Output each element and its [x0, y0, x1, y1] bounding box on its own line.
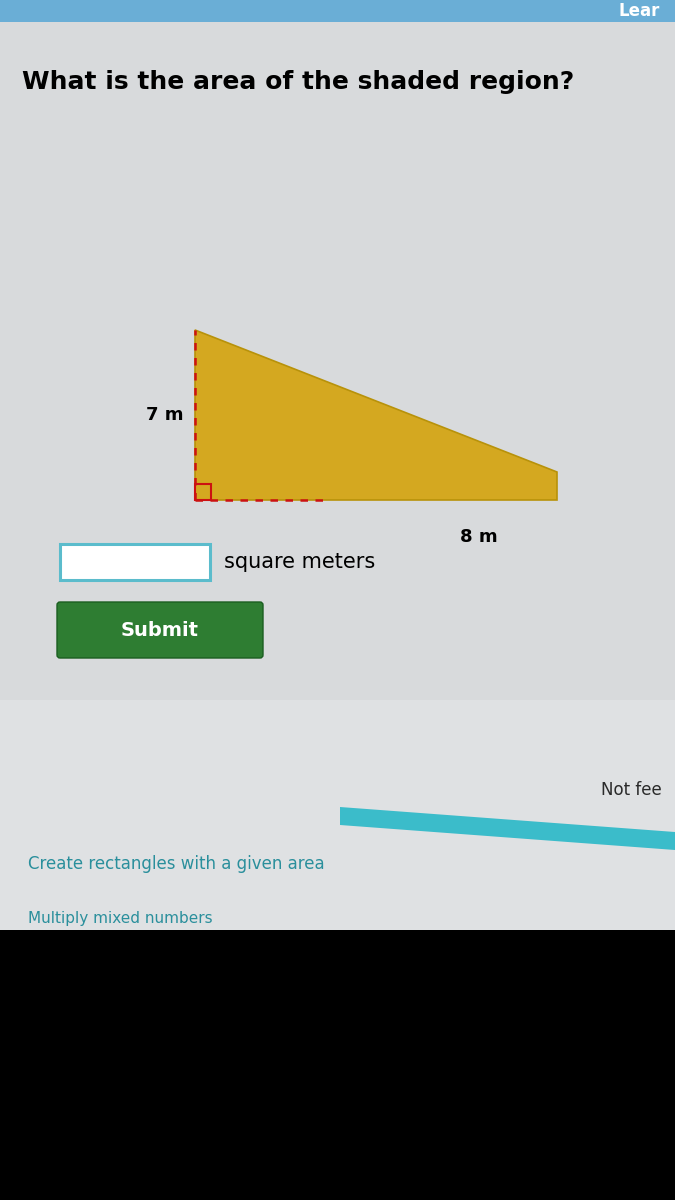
- Bar: [0, 930, 675, 1200]
- Bar: [195, 484, 211, 500]
- Bar: [0, 700, 675, 930]
- Bar: [0, 0, 675, 700]
- FancyBboxPatch shape: [57, 602, 263, 658]
- Bar: [60, 544, 210, 580]
- Text: Not fee: Not fee: [601, 781, 662, 799]
- Text: Lear: Lear: [618, 2, 660, 20]
- Text: 7 m: 7 m: [146, 406, 183, 424]
- Text: 8 m: 8 m: [460, 528, 497, 546]
- Text: square meters: square meters: [224, 552, 375, 572]
- Text: What is the area of the shaded region?: What is the area of the shaded region?: [22, 70, 574, 94]
- Bar: [0, 0, 675, 22]
- Polygon shape: [340, 806, 675, 850]
- Polygon shape: [195, 330, 557, 500]
- Text: Create rectangles with a given area: Create rectangles with a given area: [28, 854, 325, 874]
- Text: Multiply mixed numbers: Multiply mixed numbers: [28, 911, 213, 925]
- Text: Submit: Submit: [121, 620, 199, 640]
